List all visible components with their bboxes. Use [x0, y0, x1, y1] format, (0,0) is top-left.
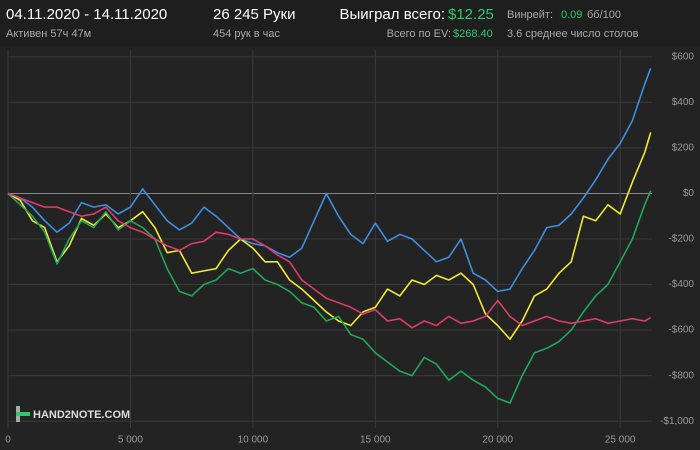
series-line — [7, 67, 652, 293]
y-tick-label: -$800 — [668, 370, 694, 381]
y-tick-label: $0 — [683, 188, 695, 199]
y-tick-label: -$400 — [668, 279, 694, 290]
x-tick-label: 0 — [5, 435, 11, 446]
y-tick-label: $200 — [672, 143, 695, 154]
ev-value: $268.40 — [453, 28, 493, 40]
active-time: Активен 57ч 47м — [6, 28, 91, 40]
hands: 26 245 Руки — [213, 6, 296, 23]
date-range: 04.11.2020 - 14.11.2020 — [6, 6, 167, 23]
hands-per-hour: 454 рук в час — [213, 28, 281, 40]
winrate-value: 0.09 — [561, 9, 582, 21]
y-tick-label: -$1,000 — [660, 416, 694, 427]
y-tick-label: $600 — [672, 51, 695, 62]
winrate-label: Винрейт: — [507, 9, 553, 21]
header-bg — [0, 0, 700, 46]
y-tick-label: -$600 — [668, 325, 694, 336]
x-tick-label: 5 000 — [118, 435, 143, 446]
x-tick-label: 10 000 — [238, 435, 269, 446]
plot: $600 $400 $200 $0 -$200 -$400 -$600 -$800 -$1,00… — [5, 50, 694, 446]
ev-label: Всего по EV: — [387, 28, 451, 40]
y-tick-label: $400 — [672, 97, 695, 108]
y-tick-label: -$200 — [668, 234, 694, 245]
series-line — [7, 132, 652, 340]
x-tick-label: 25 000 — [605, 435, 636, 446]
x-tick-label: 15 000 — [360, 435, 391, 446]
tables: 3.6 среднее число столов — [507, 28, 639, 40]
won-value: $12.25 — [448, 6, 494, 23]
logo-icon — [16, 412, 30, 416]
winrate-unit: бб/100 — [587, 9, 621, 21]
x-tick-label: 20 000 — [482, 435, 513, 446]
series-line — [7, 192, 652, 329]
logo: HAND2NOTE.COM — [33, 409, 130, 421]
series-line — [7, 190, 652, 404]
won-label: Выиграл всего: — [339, 6, 445, 23]
